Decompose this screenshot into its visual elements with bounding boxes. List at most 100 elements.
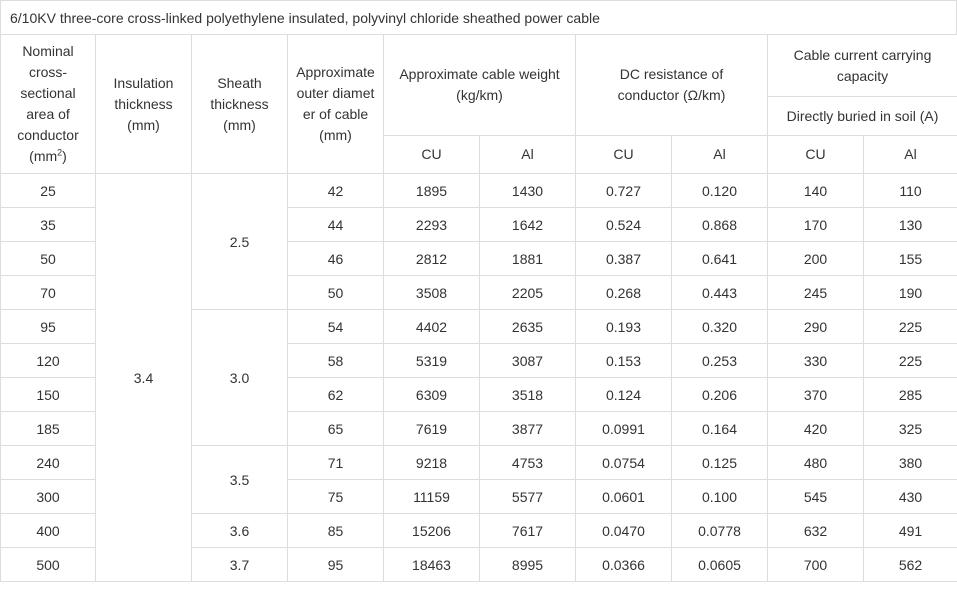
cell-diameter: 58 [287,343,384,378]
header-res-cu: CU [575,135,672,174]
cell-res-al: 0.164 [671,411,768,446]
cell-res-cu: 0.124 [575,377,672,412]
cell-cap-al: 155 [862,241,957,276]
cell-res-al: 0.253 [671,343,768,378]
cell-res-cu: 0.153 [575,343,672,378]
table-row: 500 3.7 95 18463 8995 0.0366 0.0605 700 … [0,547,957,582]
cell-res-cu: 0.0366 [575,547,672,582]
cell-res-cu: 0.0601 [575,479,672,514]
header-res-al: Al [671,135,768,174]
cell-cap-al: 130 [862,207,957,242]
cell-cap-cu: 200 [767,241,864,276]
table-body: 25 3.4 2.5 42 1895 1430 0.727 0.120 140 … [0,173,957,582]
cell-weight-al: 4753 [479,445,576,480]
cell-weight-cu: 1895 [383,173,480,208]
cell-res-cu: 0.0470 [575,513,672,548]
cell-diameter: 95 [287,547,384,582]
cell-res-cu: 0.387 [575,241,672,276]
cell-res-cu: 0.193 [575,309,672,344]
cell-weight-cu: 15206 [383,513,480,548]
header-sheath: Sheath thickness (mm) [191,34,288,174]
cell-area: 185 [0,411,96,446]
table-row: 35 44 2293 1642 0.524 0.868 170 130 [0,207,957,242]
cell-diameter: 85 [287,513,384,548]
cell-cap-cu: 545 [767,479,864,514]
cell-cap-cu: 480 [767,445,864,480]
cable-spec-table: Nominal cross-sectional area of conducto… [0,34,957,582]
cell-res-al: 0.443 [671,275,768,310]
table-row: 50 46 2812 1881 0.387 0.641 200 155 [0,241,957,276]
header-cap-cu: CU [767,135,864,174]
cell-cap-al: 491 [862,513,957,548]
cell-area: 400 [0,513,96,548]
cell-cap-cu: 290 [767,309,864,344]
table-row: 150 62 6309 3518 0.124 0.206 370 285 [0,377,957,412]
cell-cap-al: 285 [862,377,957,412]
cell-cap-al: 110 [862,173,957,208]
cell-res-al: 0.125 [671,445,768,480]
cell-weight-cu: 3508 [383,275,480,310]
cell-weight-al: 8995 [479,547,576,582]
table-row: 185 65 7619 3877 0.0991 0.164 420 325 [0,411,957,446]
cell-area: 70 [0,275,96,310]
cell-weight-al: 2205 [479,275,576,310]
cell-sheath: 2.5 [191,173,288,310]
cell-res-al: 0.206 [671,377,768,412]
cell-diameter: 65 [287,411,384,446]
table-row: 400 3.6 85 15206 7617 0.0470 0.0778 632 … [0,513,957,548]
cell-res-al: 0.100 [671,479,768,514]
cell-cap-cu: 330 [767,343,864,378]
cell-res-al: 0.320 [671,309,768,344]
cell-weight-al: 3087 [479,343,576,378]
cell-area: 35 [0,207,96,242]
cell-cap-al: 562 [862,547,957,582]
cell-cap-cu: 140 [767,173,864,208]
cell-weight-cu: 5319 [383,343,480,378]
header-nominal-area-unit: (mm2) [29,147,67,164]
header-current-capacity: Cable current carrying capacity [766,34,957,97]
cell-diameter: 50 [287,275,384,310]
cell-cap-al: 190 [862,275,957,310]
cell-weight-cu: 2812 [383,241,480,276]
cell-weight-cu: 11159 [383,479,480,514]
cell-sheath: 3.0 [191,309,288,446]
cell-cap-cu: 370 [767,377,864,412]
table-header: Nominal cross-sectional area of conducto… [0,34,957,174]
header-nominal-area: Nominal cross-sectional area of conducto… [0,34,96,174]
cell-area: 120 [0,343,96,378]
cell-weight-cu: 9218 [383,445,480,480]
header-insulation: Insulation thickness (mm) [95,34,192,174]
cell-cap-al: 380 [862,445,957,480]
cell-res-al: 0.120 [671,173,768,208]
cell-area: 300 [0,479,96,514]
cell-area: 95 [0,309,96,344]
cell-weight-cu: 7619 [383,411,480,446]
cell-cap-al: 225 [862,309,957,344]
cell-weight-al: 7617 [479,513,576,548]
table-row: 300 75 11159 5577 0.0601 0.100 545 430 [0,479,957,514]
cell-area: 50 [0,241,96,276]
cell-weight-al: 2635 [479,309,576,344]
cell-diameter: 54 [287,309,384,344]
cell-weight-al: 3877 [479,411,576,446]
cell-res-cu: 0.0754 [575,445,672,480]
cell-insulation: 3.4 [95,173,192,582]
cell-area: 240 [0,445,96,480]
cell-res-cu: 0.268 [575,275,672,310]
cell-weight-cu: 4402 [383,309,480,344]
cell-diameter: 44 [287,207,384,242]
cell-weight-al: 5577 [479,479,576,514]
cell-res-cu: 0.524 [575,207,672,242]
cell-weight-al: 3518 [479,377,576,412]
cell-weight-cu: 2293 [383,207,480,242]
cell-cap-cu: 245 [767,275,864,310]
cell-cap-cu: 632 [767,513,864,548]
cell-area: 150 [0,377,96,412]
cell-diameter: 75 [287,479,384,514]
cell-cap-al: 430 [862,479,957,514]
header-cap-al: Al [862,135,957,174]
cell-cap-cu: 420 [767,411,864,446]
cell-cap-al: 325 [862,411,957,446]
cell-res-al: 0.868 [671,207,768,242]
cell-weight-cu: 18463 [383,547,480,582]
